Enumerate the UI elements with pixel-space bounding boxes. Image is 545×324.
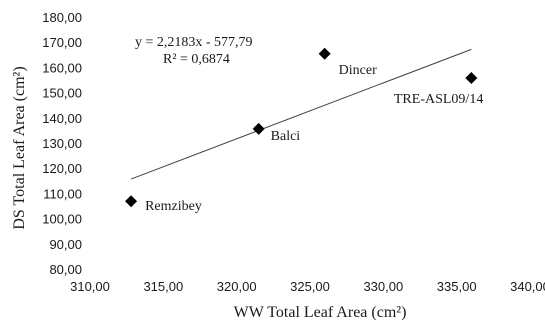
data-point-label: Dincer (339, 63, 377, 78)
y-tick-label: 120,00 (42, 161, 82, 176)
data-point-marker (465, 71, 478, 84)
x-tick-label: 330,00 (363, 279, 403, 294)
y-tick-label: 180,00 (42, 10, 82, 25)
y-tick-label: 150,00 (42, 86, 82, 101)
x-tick-label: 310,00 (70, 279, 110, 294)
trendline-group (130, 48, 472, 180)
x-tick-label: 335,00 (437, 279, 477, 294)
x-tick-label: 320,00 (217, 279, 257, 294)
x-tick-label: 340,00 (510, 279, 545, 294)
y-tick-label: 80,00 (49, 262, 82, 277)
trendline (130, 48, 472, 180)
y-axis: 80,00 90,00 100,00 110,00 120,00 130,00 140,00… (42, 10, 82, 277)
y-tick-label: 110,00 (43, 186, 82, 201)
y-axis-title: DS Total Leaf Area (cm²) (11, 66, 28, 229)
data-point-label: Balci (271, 129, 301, 144)
data-point-label: Remzibey (145, 199, 202, 214)
data-point-marker (125, 195, 138, 208)
y-tick-label: 170,00 (42, 35, 82, 50)
r-squared-label: R² = 0,6874 (163, 52, 230, 67)
y-tick-label: 140,00 (42, 111, 82, 126)
x-axis-title: WW Total Leaf Area (cm²) (234, 304, 407, 321)
y-tick-label: 160,00 (42, 60, 82, 75)
x-tick-label: 315,00 (143, 279, 183, 294)
data-point-marker (252, 122, 265, 135)
x-tick-label: 325,00 (290, 279, 330, 294)
data-point-marker (318, 47, 331, 60)
y-tick-label: 100,00 (42, 212, 82, 227)
x-axis: 310,00 315,00 320,00 325,00 330,00 335,00 340,… (70, 279, 545, 294)
data-points: Remzibey Balci Dincer TRE-ASL09/14 (125, 47, 483, 214)
y-tick-label: 90,00 (49, 237, 82, 252)
y-tick-label: 130,00 (42, 136, 82, 151)
data-point-label: TRE-ASL09/14 (394, 92, 483, 107)
trendline-equation: y = 2,2183x - 577,79 (135, 35, 253, 50)
